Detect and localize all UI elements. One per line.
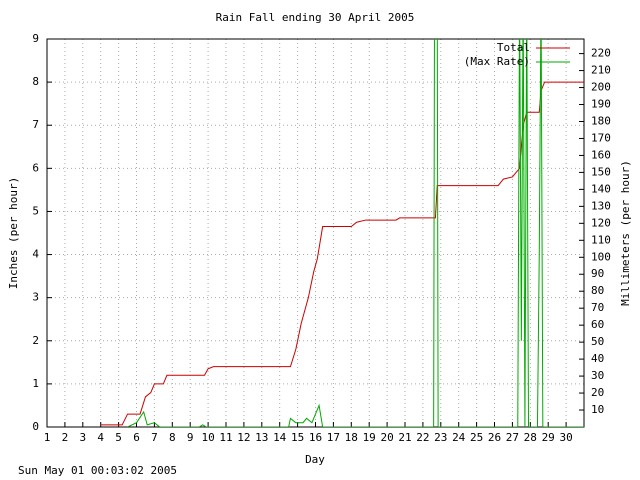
x-tick-label: 23 [434,431,447,444]
x-tick-label: 26 [488,431,501,444]
x-tick-label: 9 [187,431,194,444]
y-tick-label: 7 [32,118,39,131]
x-tick-label: 13 [255,431,268,444]
x-tick-label: 16 [309,431,322,444]
y2-tick-label: 80 [591,284,604,297]
y2-tick-label: 40 [591,352,604,365]
x-tick-label: 28 [524,431,537,444]
y2-tick-label: 160 [591,148,611,161]
y2-tick-label: 20 [591,386,604,399]
y2-tick-label: 30 [591,369,604,382]
y-tick-label: 8 [32,75,39,88]
y2-tick-label: 50 [591,335,604,348]
y-tick-label: 1 [32,377,39,390]
y2-tick-label: 140 [591,182,611,195]
y2-tick-label: 190 [591,98,611,111]
x-tick-label: 20 [380,431,393,444]
y2-tick-label: 220 [591,47,611,60]
x-tick-label: 17 [327,431,340,444]
y2-tick-label: 60 [591,318,604,331]
y-tick-label: 5 [32,204,39,217]
y2-tick-label: 180 [591,114,611,127]
x-tick-label: 24 [452,431,466,444]
plot-area [100,39,584,427]
series-line [127,39,584,427]
y-tick-label: 4 [32,248,39,261]
y2-tick-label: 70 [591,301,604,314]
y-axis-label: Inches (per hour) [7,177,20,290]
x-tick-label: 19 [363,431,376,444]
y2-tick-label: 110 [591,233,611,246]
y2-tick-label: 10 [591,403,604,416]
y2-tick-label: 90 [591,267,604,280]
y2-tick-label: 210 [591,64,611,77]
x-tick-label: 4 [97,431,104,444]
y2-axis-label: Millimeters (per hour) [619,160,632,306]
y2-tick-label: 150 [591,165,611,178]
chart-title: Rain Fall ending 30 April 2005 [216,11,415,24]
x-tick-label: 22 [416,431,429,444]
x-tick-label: 2 [62,431,69,444]
y-tick-label: 3 [32,291,39,304]
x-tick-label: 11 [219,431,232,444]
x-tick-label: 10 [201,431,214,444]
x-tick-label: 8 [169,431,176,444]
x-tick-label: 15 [291,431,304,444]
x-tick-label: 21 [398,431,411,444]
legend-label: Total [497,41,530,54]
x-tick-label: 6 [133,431,140,444]
x-tick-label: 14 [273,431,287,444]
y2-tick-label: 130 [591,199,611,212]
x-tick-label: 12 [237,431,250,444]
y2-tick-label: 200 [591,81,611,94]
x-tick-label: 27 [506,431,519,444]
y2-tick-label: 170 [591,131,611,144]
y-tick-label: 0 [32,420,39,433]
legend-label: (Max Rate) [464,55,530,68]
x-tick-label: 25 [470,431,483,444]
x-tick-label: 5 [115,431,122,444]
x-tick-label: 18 [345,431,358,444]
x-tick-label: 29 [542,431,555,444]
y-tick-label: 9 [32,32,39,45]
y-tick-label: 2 [32,334,39,347]
timestamp: Sun May 01 00:03:02 2005 [18,464,177,477]
x-tick-label: 7 [151,431,158,444]
x-tick-label: 3 [79,431,86,444]
x-tick-label: 1 [44,431,51,444]
x-axis-label: Day [305,453,325,466]
y2-tick-label: 100 [591,250,611,263]
y-tick-label: 6 [32,161,39,174]
plot-border [46,38,585,428]
y2-tick-label: 120 [591,216,611,229]
x-tick-label: 30 [559,431,572,444]
